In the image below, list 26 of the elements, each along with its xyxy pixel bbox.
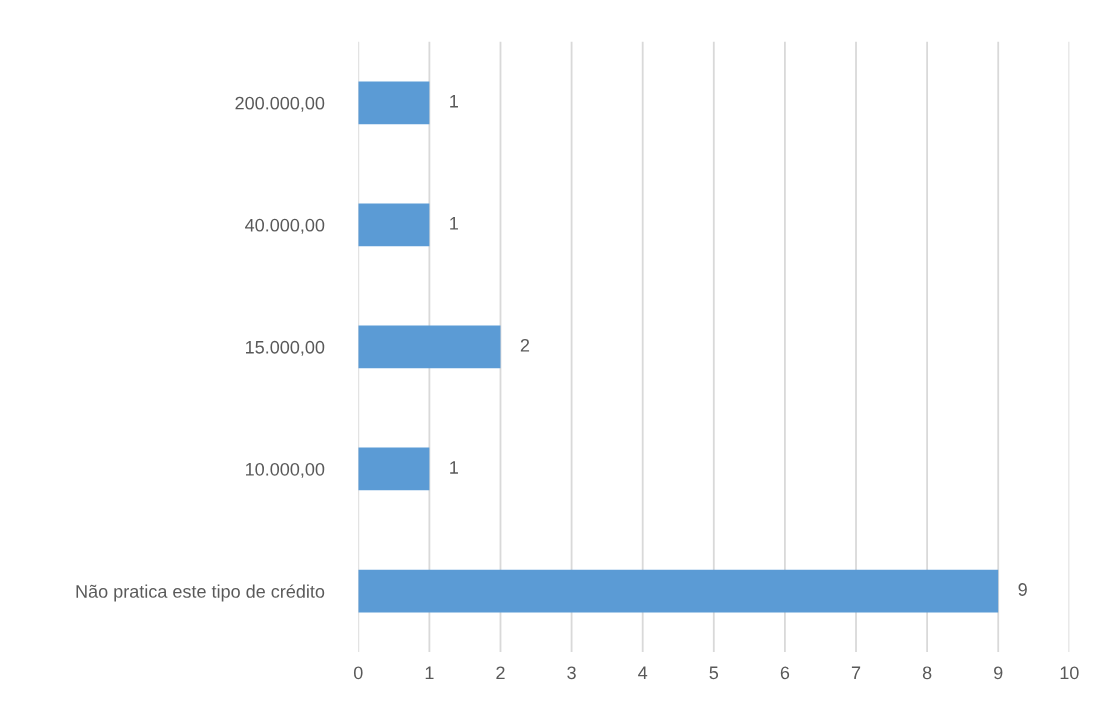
bar: [358, 203, 430, 247]
bar: [358, 325, 501, 369]
data-label: 1: [450, 217, 458, 230]
x-tick-label: 8: [922, 666, 932, 680]
bar: [358, 447, 430, 491]
x-tick-label: 5: [709, 666, 719, 680]
y-tick-label: 200.000,00: [235, 96, 325, 112]
bar: [358, 81, 430, 125]
x-tick-label: 10: [1060, 666, 1079, 680]
bar: [358, 569, 999, 613]
x-tick-label: 7: [851, 666, 861, 680]
x-tick-label: 4: [638, 666, 648, 680]
x-tick-label: 9: [994, 666, 1003, 680]
data-label: 1: [450, 95, 458, 108]
data-label: 1: [450, 461, 458, 474]
y-tick-label: 40.000,00: [245, 218, 325, 234]
y-tick-label: Não pratica este tipo de crédito: [76, 584, 325, 602]
x-tick-label: 3: [567, 666, 576, 680]
x-tick-label: 0: [353, 666, 363, 680]
x-tick-label: 6: [780, 666, 790, 680]
y-tick-label: 10.000,00: [246, 462, 325, 478]
x-tick-label: 2: [496, 666, 505, 680]
y-tick-label: 15.000,00: [246, 340, 325, 356]
data-label: 9: [1018, 583, 1027, 596]
x-tick-label: 1: [425, 666, 434, 680]
data-label: 2: [520, 338, 530, 352]
